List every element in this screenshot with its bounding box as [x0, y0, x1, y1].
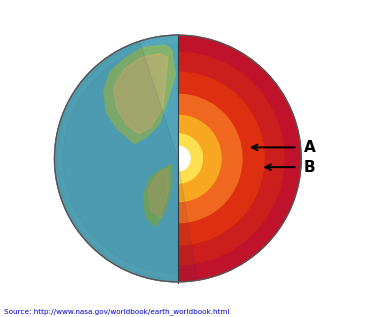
Polygon shape	[178, 115, 221, 202]
Polygon shape	[148, 168, 168, 218]
Text: B: B	[304, 160, 315, 175]
Polygon shape	[178, 72, 264, 245]
Text: Source: http://www.nasa.gov/worldbook/earth_worldbook.html: Source: http://www.nasa.gov/worldbook/ea…	[4, 309, 229, 315]
Polygon shape	[57, 38, 178, 279]
Polygon shape	[54, 35, 178, 282]
Polygon shape	[56, 42, 197, 281]
Polygon shape	[63, 44, 178, 273]
Polygon shape	[178, 146, 190, 171]
Text: A: A	[304, 140, 315, 155]
Polygon shape	[114, 54, 168, 134]
Polygon shape	[104, 45, 176, 144]
Circle shape	[54, 35, 301, 282]
Polygon shape	[178, 94, 242, 223]
Polygon shape	[178, 134, 202, 183]
Polygon shape	[143, 165, 171, 226]
Polygon shape	[178, 53, 284, 264]
